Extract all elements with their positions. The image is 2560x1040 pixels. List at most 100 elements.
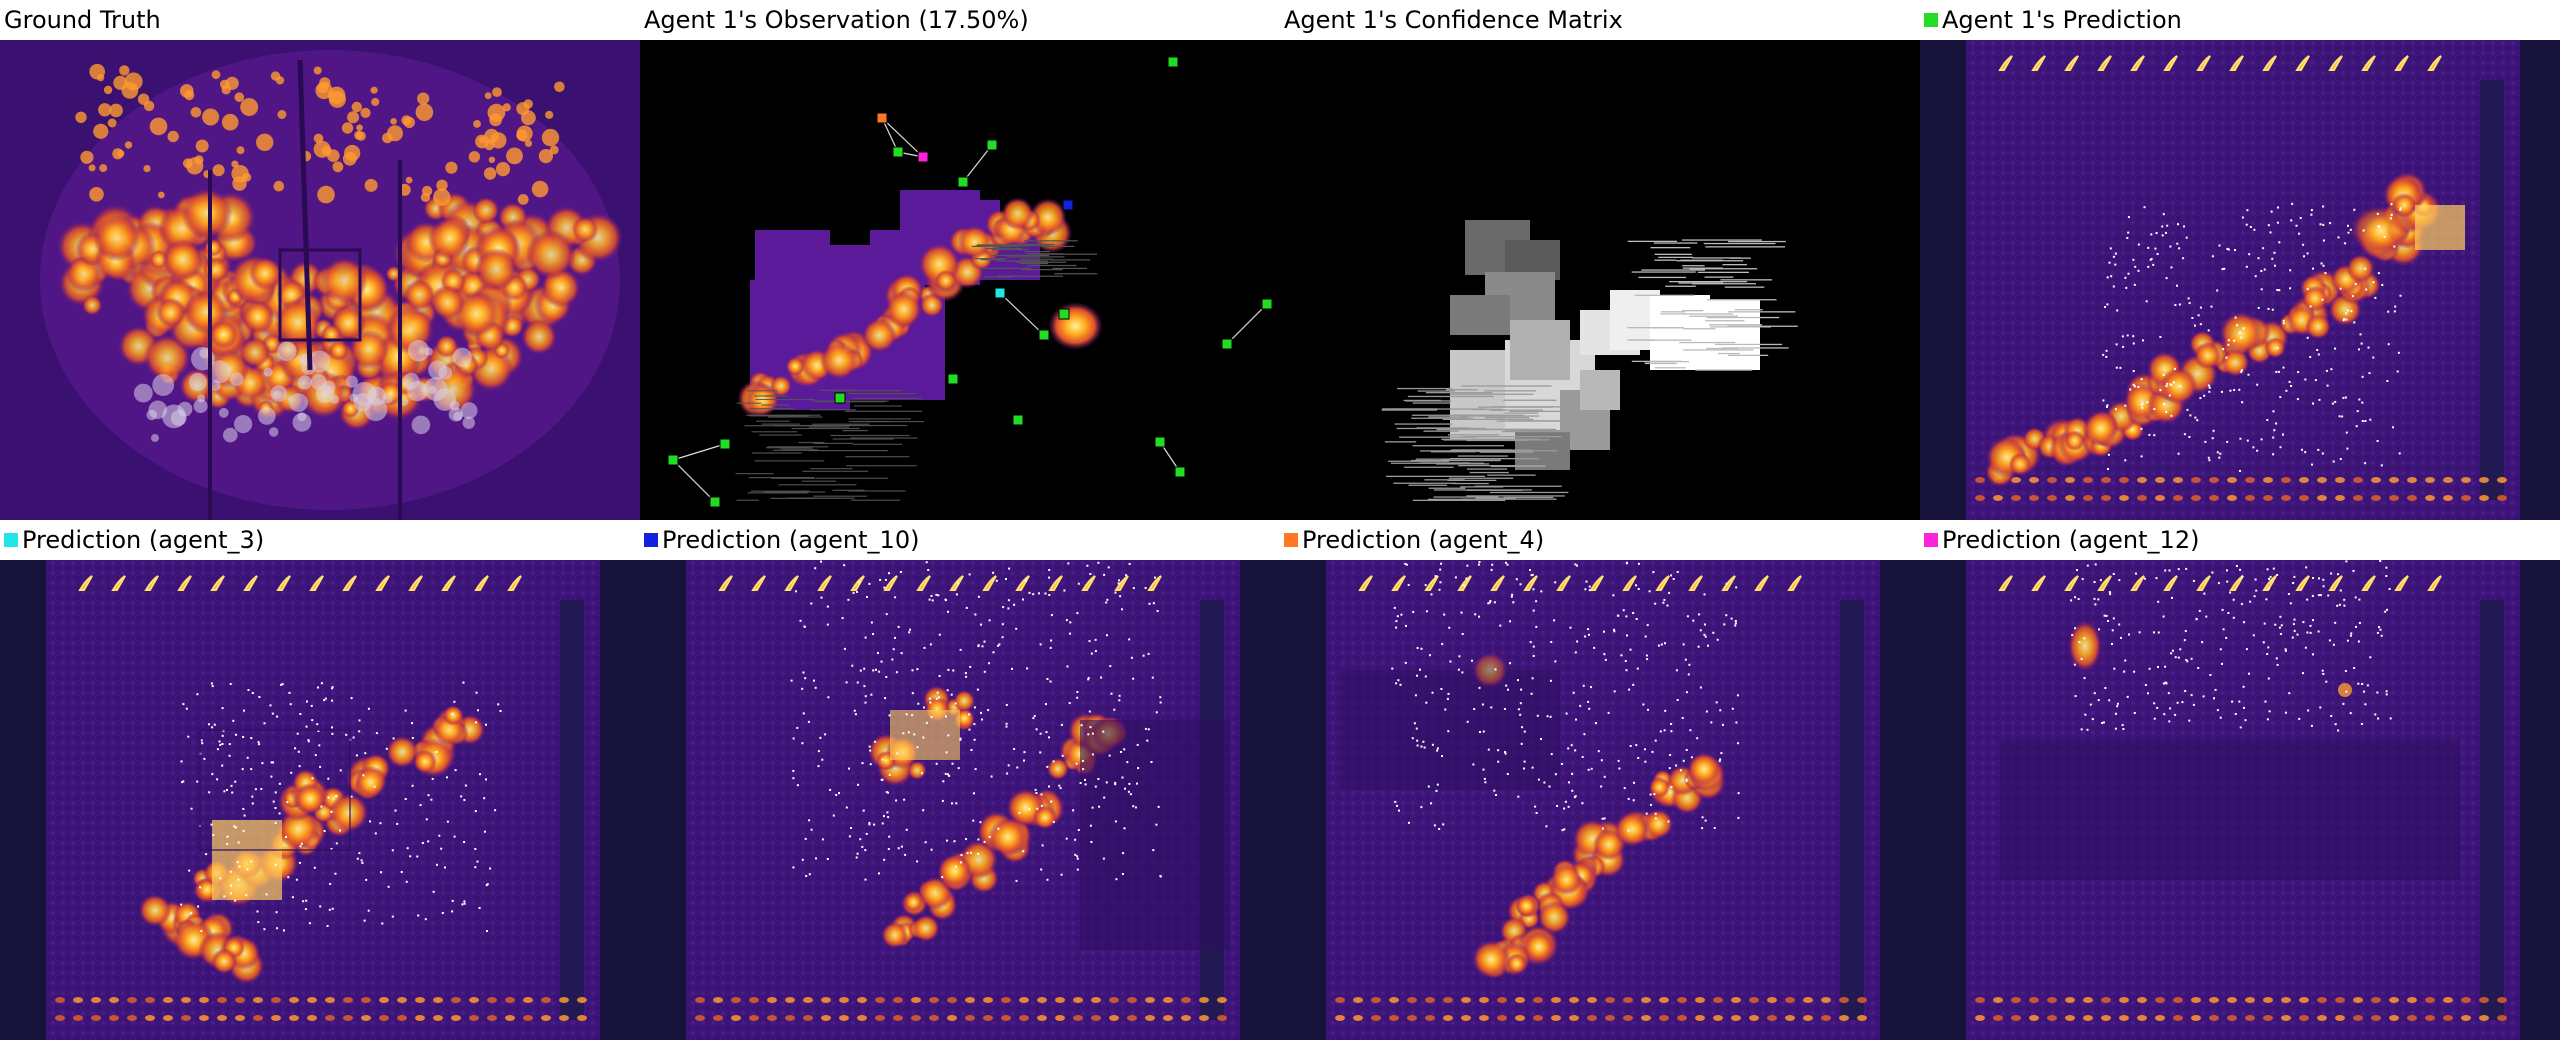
bottom-marker — [947, 1015, 957, 1021]
ember — [347, 111, 360, 124]
sample-dot — [272, 800, 275, 803]
sample-dot — [1543, 781, 1546, 784]
sample-dot — [1034, 788, 1037, 791]
bottom-marker — [1551, 997, 1561, 1003]
ember — [211, 70, 221, 80]
sample-dot — [1089, 573, 1092, 575]
sample-dot — [2154, 247, 2157, 250]
sample-dot — [1046, 678, 1049, 680]
sample-dot — [2165, 411, 2168, 413]
sample-dot — [2345, 431, 2348, 434]
sample-dot — [1664, 642, 1666, 645]
sample-dot — [843, 564, 846, 567]
bottom-marker — [2119, 997, 2129, 1003]
bottom-marker — [1731, 1015, 1741, 1021]
sample-dot — [2176, 284, 2178, 287]
sample-dot — [2369, 418, 2372, 421]
agent-marker — [834, 392, 846, 404]
sample-dot — [375, 732, 378, 735]
scan-line — [745, 414, 821, 416]
sample-dot — [1443, 613, 1446, 616]
agent-marker — [1012, 414, 1024, 426]
bottom-marker — [2479, 477, 2489, 483]
sample-dot — [2081, 578, 2084, 581]
sample-dot — [977, 852, 980, 855]
sample-dot — [2278, 289, 2281, 292]
sample-dot — [1395, 682, 1398, 685]
bottom-marker — [1713, 1015, 1723, 1021]
sample-dot — [237, 841, 240, 844]
scan-line — [759, 434, 802, 436]
ember — [421, 185, 433, 197]
bottom-marker — [1181, 997, 1191, 1003]
sample-dot — [2289, 269, 2292, 272]
scan-line — [832, 438, 894, 440]
sample-dot — [1049, 680, 1052, 683]
sample-dot — [237, 878, 240, 881]
sample-dot — [2263, 268, 2266, 271]
scan-line — [1417, 390, 1455, 392]
sample-dot — [2094, 563, 2097, 566]
sample-dot — [411, 784, 414, 787]
sample-dot — [1482, 768, 1485, 771]
sample-dot — [2306, 631, 2309, 634]
sample-dot — [200, 739, 203, 742]
fire-cell — [472, 196, 500, 225]
sample-dot — [841, 617, 844, 620]
ember — [232, 176, 247, 191]
hot-region — [212, 820, 282, 900]
sample-dot — [2164, 681, 2167, 684]
sample-dot — [2093, 581, 2096, 583]
sample-dot — [1122, 852, 1125, 855]
scan-line — [1390, 462, 1485, 464]
sample-dot — [2386, 380, 2389, 382]
sample-dot — [2119, 366, 2122, 369]
sample-dot — [2362, 229, 2365, 232]
sample-dot — [2390, 213, 2393, 216]
scan-line — [1706, 299, 1777, 301]
sample-dot — [1569, 626, 1572, 629]
sample-dot — [908, 631, 911, 634]
sample-dot — [1629, 648, 1632, 651]
ember — [277, 110, 287, 119]
sample-dot — [2339, 458, 2342, 460]
bottom-marker — [2101, 997, 2111, 1003]
sample-dot — [2346, 309, 2349, 312]
sample-dot — [1624, 660, 1627, 662]
sample-dot — [2306, 252, 2309, 255]
bottom-marker — [163, 997, 173, 1003]
sample-dot — [2093, 692, 2096, 695]
sample-dot — [2317, 353, 2320, 356]
agent-marker — [1038, 329, 1050, 341]
sample-dot — [1625, 615, 1628, 618]
sample-dot — [1068, 702, 1071, 705]
sample-dot — [2241, 575, 2244, 578]
sample-dot — [2231, 700, 2234, 703]
agent-marker — [1058, 308, 1070, 320]
sample-dot — [2123, 670, 2126, 673]
sample-dot — [864, 636, 867, 639]
sample-dot — [396, 822, 399, 825]
hot-region — [413, 749, 437, 774]
sample-dot — [829, 788, 832, 791]
top-marker — [474, 575, 489, 591]
sample-dot — [2249, 226, 2252, 228]
sample-dot — [180, 903, 183, 906]
scan-line — [1448, 477, 1514, 479]
sample-dot — [2114, 252, 2117, 255]
sample-dot — [180, 760, 183, 763]
bottom-marker — [2137, 477, 2147, 483]
sample-dot — [1398, 809, 1400, 812]
ember — [98, 103, 112, 117]
sample-dot — [1393, 606, 1396, 609]
sample-dot — [2086, 728, 2089, 731]
sample-dot — [1613, 690, 1616, 693]
agent-marker — [892, 146, 904, 158]
sample-dot — [477, 709, 479, 712]
sample-dot — [1520, 742, 1523, 745]
sample-dot — [911, 692, 914, 695]
sample-dot — [1114, 781, 1117, 784]
sample-dot — [2223, 267, 2226, 270]
sample-dot — [1574, 749, 1577, 752]
sample-dot — [256, 910, 259, 913]
